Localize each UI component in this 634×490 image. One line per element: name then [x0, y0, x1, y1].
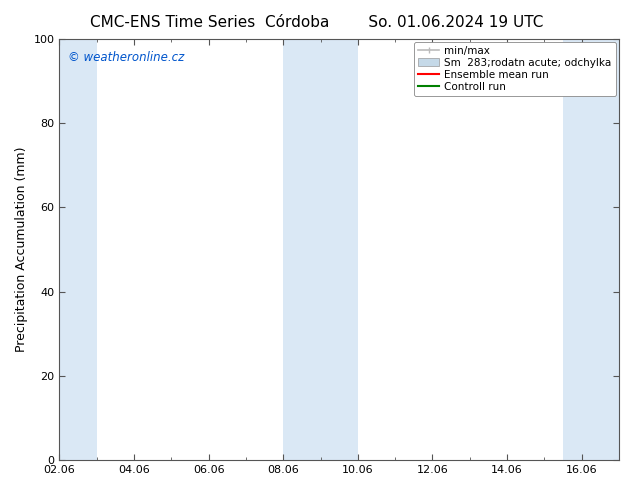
Text: CMC-ENS Time Series  Córdoba        So. 01.06.2024 19 UTC: CMC-ENS Time Series Córdoba So. 01.06.20… [90, 15, 544, 30]
Text: © weatheronline.cz: © weatheronline.cz [68, 51, 184, 64]
Bar [283, 39, 358, 460]
Legend: min/max, Sm  283;rodatn acute; odchylka, Ensemble mean run, Controll run: min/max, Sm 283;rodatn acute; odchylka, … [414, 42, 616, 97]
Bar [563, 39, 634, 460]
Y-axis label: Precipitation Accumulation (mm): Precipitation Accumulation (mm) [15, 147, 28, 352]
Bar [60, 39, 97, 460]
